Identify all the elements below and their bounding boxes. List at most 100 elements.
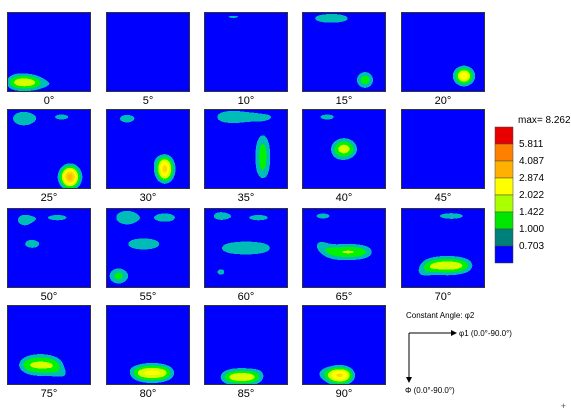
panel-frame	[401, 208, 485, 288]
intensity-blob	[243, 46, 274, 66]
section-label: 55°	[140, 291, 157, 303]
odf-section-panel-50: 50°	[7, 208, 91, 303]
intensity-blob	[352, 209, 386, 223]
section-label: 65°	[336, 291, 353, 303]
odf-section-panel-0: 0°	[7, 12, 91, 107]
intensity-blob	[106, 266, 132, 286]
section-label: 5°	[143, 95, 154, 107]
intensity-blob	[7, 305, 41, 321]
intensity-blob	[7, 165, 24, 181]
odf-section-panel-35: 35°	[204, 109, 288, 204]
section-label: 15°	[336, 95, 353, 107]
intensity-blob	[216, 369, 267, 385]
legend-swatch	[494, 245, 514, 264]
odf-section-panel-20: 20°	[401, 12, 485, 107]
intensity-blob	[452, 65, 476, 87]
odf-section-panel-55: 55°	[106, 208, 190, 303]
intensity-blob	[302, 208, 344, 224]
legend-level-label: 2.874	[519, 173, 544, 184]
legend-level-label: 0.703	[519, 241, 544, 252]
intensity-blob	[208, 305, 267, 318]
section-label: 70°	[435, 291, 452, 303]
legend-level-label: 2.022	[519, 190, 544, 201]
odf-section-panel-85: 85°	[204, 305, 288, 400]
intensity-blob	[110, 83, 186, 92]
down-arrow-icon	[406, 377, 412, 383]
intensity-blob	[302, 12, 361, 27]
intensity-blob	[127, 363, 178, 383]
intensity-blob	[112, 53, 133, 67]
intensity-blob	[208, 48, 234, 64]
intensity-blob	[7, 52, 24, 68]
legend-swatch	[494, 228, 514, 247]
panel-frame	[106, 109, 190, 189]
intensity-blob	[434, 169, 460, 185]
legend-level-label: 1.422	[519, 207, 544, 218]
panel-frame	[204, 12, 288, 92]
intensity-blob	[245, 268, 280, 284]
panel-frame	[302, 305, 386, 385]
legend-swatch	[494, 194, 514, 213]
intensity-blob	[204, 208, 238, 224]
panel-frame	[302, 208, 386, 288]
section-label: 25°	[41, 192, 58, 204]
section-label: 45°	[435, 192, 452, 204]
phi1-axis-label: φ1 (0.0°-90.0°)	[459, 329, 512, 338]
panel-frame	[7, 109, 91, 189]
intensity-blob	[359, 339, 380, 359]
legend-level-labels: 5.811 4.087 2.874 2.022 1.422 1.000 0.703	[519, 139, 544, 252]
panel-frame	[302, 109, 386, 189]
intensity-blob	[308, 365, 329, 381]
legend-swatches	[494, 126, 514, 264]
corner-mark: +	[560, 401, 566, 411]
intensity-blob	[61, 236, 87, 252]
section-label: 0°	[44, 95, 55, 107]
intensity-blob	[11, 268, 45, 284]
legend-level-label: 1.000	[519, 224, 544, 235]
odf-section-panel-25: 25°	[7, 109, 91, 204]
intensity-blob	[135, 268, 178, 284]
intensity-blob	[143, 109, 186, 122]
intensity-blob	[354, 70, 376, 90]
odf-section-panel-90: 90°	[302, 305, 386, 400]
intensity-blob	[258, 353, 284, 369]
intensity-blob	[53, 370, 87, 384]
panel-frame	[7, 12, 91, 92]
intensity-blob	[405, 268, 431, 284]
panel-frame	[401, 109, 485, 189]
intensity-blob	[310, 268, 345, 284]
intensity-blob	[417, 256, 477, 276]
intensity-blob	[118, 12, 169, 23]
intensity-blob	[15, 353, 66, 377]
intensity-blob	[306, 109, 349, 125]
section-label: 30°	[140, 192, 157, 204]
intensity-blob	[363, 42, 384, 62]
section-label: 90°	[336, 388, 353, 400]
intensity-blob	[7, 109, 41, 129]
panel-frame	[204, 305, 288, 385]
intensity-blob	[310, 161, 336, 177]
intensity-blob	[409, 44, 435, 60]
intensity-blob	[11, 210, 37, 230]
odf-panels: 0° 5° 10° 15° 20° 25° 30° 35° 40° 45° 50° 55° 60° 65°…	[7, 12, 485, 400]
intensity-blob	[58, 163, 82, 189]
intensity-blob	[108, 353, 129, 369]
panel-frame	[7, 208, 91, 288]
legend-level-label: 5.811	[519, 139, 544, 150]
intensity-blob	[154, 52, 175, 68]
section-label: 10°	[238, 95, 255, 107]
legend-max-label: max= 8.262	[518, 115, 571, 126]
odf-section-panel-75: 75°	[7, 305, 91, 400]
Phi-axis-label: Φ (0.0°-90.0°)	[405, 386, 455, 395]
panel-frame	[204, 109, 288, 189]
intensity-blob	[110, 110, 144, 127]
odf-section-panel-60: 60°	[204, 208, 288, 303]
panel-frame	[401, 12, 485, 92]
intensity-blob	[250, 109, 284, 125]
legend-swatch	[494, 211, 514, 230]
section-label: 20°	[435, 95, 452, 107]
axes-orientation-note: Constant Angle: φ2 φ1 (0.0°-90.0°) Φ (0.…	[405, 311, 512, 395]
right-arrow-icon	[451, 330, 457, 336]
odf-section-panel-15: 15°	[302, 12, 386, 107]
intensity-blob	[204, 12, 263, 24]
